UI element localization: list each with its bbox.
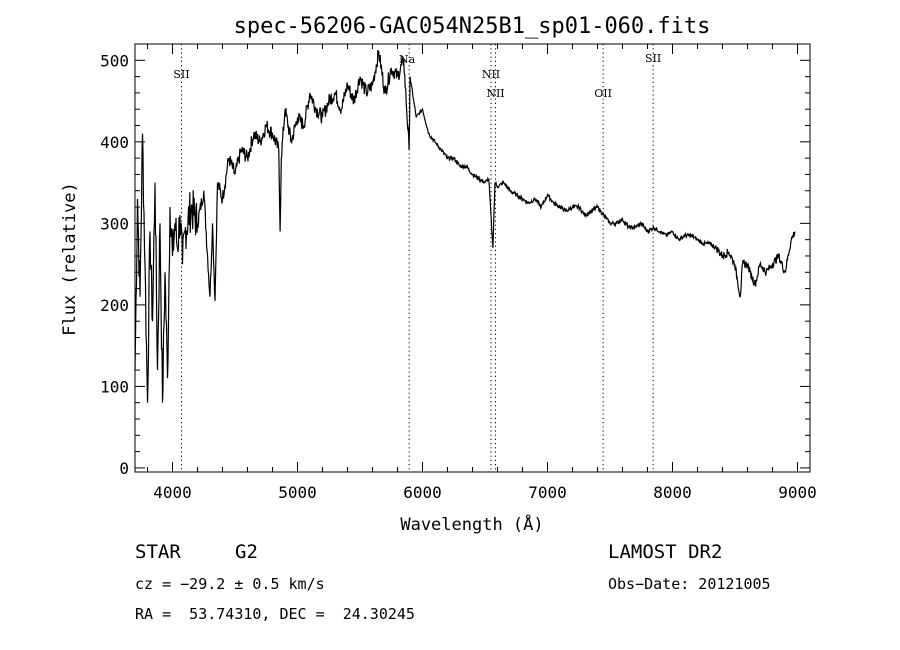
- y-tick-label: 400: [100, 133, 129, 152]
- y-tick-label: 0: [119, 459, 129, 478]
- y-axis-label: Flux (relative): [60, 182, 80, 336]
- object-subclass: G2: [235, 541, 258, 563]
- spectral-line-label: NII: [486, 87, 504, 100]
- object-class: STAR: [135, 541, 181, 563]
- x-axis-label: Wavelength (Å): [400, 513, 543, 535]
- x-tick-label: 8000: [653, 483, 692, 502]
- y-tick-label: 500: [100, 51, 129, 70]
- spectral-line-label: SII: [173, 68, 189, 81]
- x-tick-label: 5000: [278, 483, 317, 502]
- chart-title: spec-56206-GAC054N25B1_sp01-060.fits: [234, 14, 711, 39]
- y-tick-label: 300: [100, 214, 129, 233]
- y-tick-label: 200: [100, 296, 129, 315]
- spectrum-line: [134, 49, 796, 403]
- redshift-readout: cz = −29.2 ± 0.5 km/s: [135, 575, 325, 593]
- x-tick-label: 9000: [778, 483, 817, 502]
- coordinates: RA = 53.74310, DEC = 24.30245: [135, 605, 415, 623]
- x-tick-label: 7000: [528, 483, 567, 502]
- spectral-line-label: SII: [645, 52, 661, 65]
- survey-name: LAMOST DR2: [608, 541, 723, 563]
- spectral-line-label: OII: [594, 87, 612, 100]
- x-tick-label: 4000: [153, 483, 192, 502]
- obs-date: Obs−Date: 20121005: [608, 575, 771, 593]
- y-tick-label: 100: [100, 377, 129, 396]
- plot-frame: [134, 43, 811, 473]
- x-tick-label: 6000: [403, 483, 442, 502]
- spectral-line-label: NII: [482, 68, 500, 81]
